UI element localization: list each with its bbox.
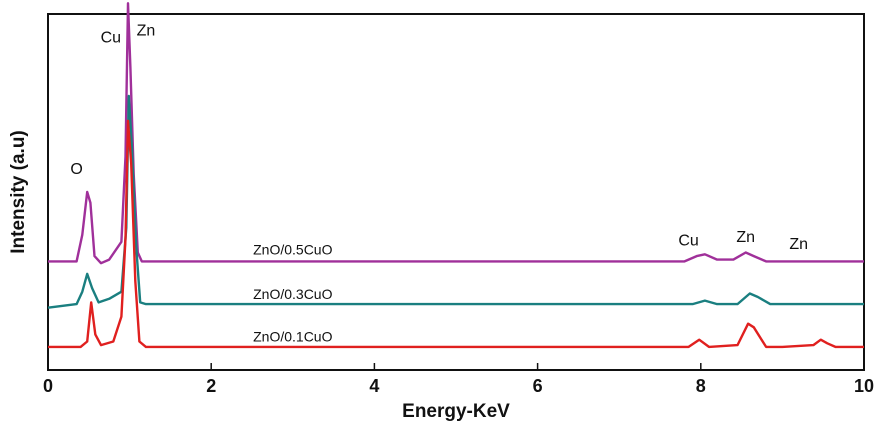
peak-annotation: Cu (678, 232, 698, 249)
x-tick-label: 2 (206, 376, 216, 396)
peak-annotation: Zn (789, 236, 808, 253)
x-tick-label: 0 (43, 376, 53, 396)
peak-annotation: Cu (101, 29, 121, 46)
series-labels: ZnO/0.5CuO ZnO/0.3CuO ZnO/0.1CuO (253, 241, 332, 344)
y-axis-title: Intensity (a.u) (8, 130, 29, 254)
x-tick-label: 8 (696, 376, 706, 396)
plot-area (47, 13, 865, 371)
series-label: ZnO/0.1CuO (253, 329, 332, 345)
x-tick-label: 6 (533, 376, 543, 396)
x-axis-title: Energy-KeV (402, 401, 510, 421)
series-label: ZnO/0.3CuO (253, 286, 332, 302)
series-label: ZnO/0.5CuO (253, 241, 332, 257)
series-layer (47, 2, 864, 349)
peak-annotation: O (70, 161, 82, 178)
x-axis-ticks: 0 2 4 6 8 10 (43, 363, 874, 396)
peak-annotation: Zn (736, 229, 755, 246)
peak-annotation: Zn (137, 22, 156, 39)
x-tick-label: 10 (854, 376, 874, 396)
series-line-zno-0-5cuo (48, 2, 864, 265)
plot-frame (47, 13, 865, 371)
peak-annotations: O Cu Zn Cu Zn Zn (70, 22, 808, 253)
series-line-zno-0-3cuo (47, 94, 864, 309)
series-line-zno-0-1cuo (48, 119, 864, 349)
x-tick-label: 4 (369, 376, 379, 396)
